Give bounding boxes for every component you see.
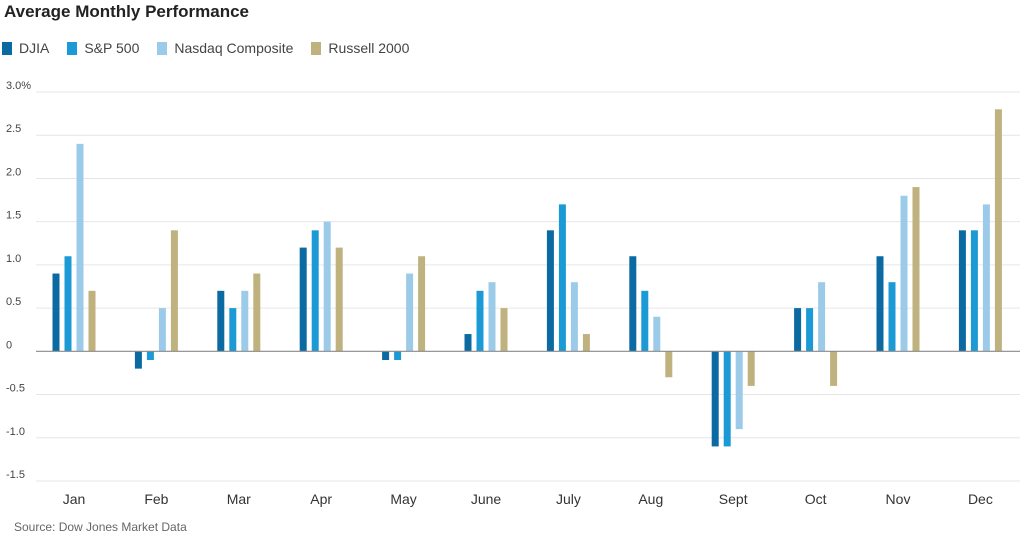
x-tick-label: Aug	[638, 491, 663, 507]
bar	[653, 316, 661, 352]
bar	[982, 204, 990, 352]
x-tick-label: May	[390, 491, 416, 507]
bar	[323, 221, 331, 352]
y-tick-label: 1.0	[6, 253, 21, 265]
legend-label-djia: DJIA	[19, 40, 50, 56]
bar	[335, 247, 343, 352]
legend-swatch-sp500	[67, 41, 78, 55]
legend-item-nasdaq: Nasdaq Composite	[157, 40, 293, 56]
bar	[665, 351, 673, 378]
bar	[134, 351, 142, 369]
bar	[394, 351, 402, 360]
bar	[582, 334, 590, 352]
y-tick-label: 2.5	[6, 123, 21, 135]
bar	[88, 290, 96, 352]
x-tick-label: June	[471, 491, 502, 507]
y-tick-label: 0	[6, 339, 12, 351]
bar	[794, 308, 802, 352]
legend-item-russell: Russell 2000	[311, 40, 409, 56]
y-tick-label: -1.5	[6, 469, 25, 481]
y-tick-label: -0.5	[6, 383, 25, 395]
bar	[711, 351, 719, 447]
bar	[912, 187, 920, 352]
bar	[735, 351, 743, 430]
legend-item-djia: DJIA	[2, 40, 49, 56]
bar	[217, 290, 225, 352]
legend-label-sp500: S&P 500	[84, 40, 140, 56]
bar	[723, 351, 731, 447]
bar	[806, 308, 814, 352]
bar	[747, 351, 755, 386]
x-tick-label: Dec	[968, 491, 993, 507]
x-tick-label: Sept	[719, 491, 748, 507]
x-tick-label: July	[556, 491, 581, 507]
bar	[406, 273, 414, 352]
bar	[418, 256, 426, 352]
source-note: Source: Dow Jones Market Data	[14, 520, 187, 534]
bar	[229, 308, 237, 352]
x-tick-label: Mar	[227, 491, 251, 507]
legend-label-nasdaq: Nasdaq Composite	[174, 40, 294, 56]
bar	[52, 273, 60, 352]
bar	[629, 256, 637, 352]
bar	[546, 230, 554, 352]
bar	[488, 282, 496, 352]
x-tick-label: Apr	[310, 491, 332, 507]
bar	[146, 351, 154, 360]
bar	[241, 290, 249, 352]
bar	[476, 290, 484, 352]
bar	[641, 290, 649, 352]
x-tick-label: Nov	[886, 491, 911, 507]
y-tick-label: 3.0%	[6, 80, 31, 92]
bar	[900, 195, 908, 352]
y-tick-label: 0.5	[6, 296, 21, 308]
legend-swatch-djia	[2, 41, 12, 55]
bar	[500, 308, 508, 352]
bar	[64, 256, 72, 352]
x-tick-label: Oct	[805, 491, 827, 507]
x-tick-label: Feb	[144, 491, 168, 507]
x-tick-label: Jan	[63, 491, 86, 507]
bar	[558, 204, 566, 352]
bar	[994, 109, 1002, 352]
bar	[876, 256, 884, 352]
y-tick-label: 2.0	[6, 166, 21, 178]
bar	[382, 351, 390, 360]
bar	[76, 143, 84, 352]
bar	[311, 230, 319, 352]
legend-swatch-russell	[311, 41, 322, 55]
legend-item-sp500: S&P 500	[67, 40, 139, 56]
bar	[958, 230, 966, 352]
y-tick-label: 1.5	[6, 210, 21, 222]
bar	[253, 273, 261, 352]
bar	[570, 282, 578, 352]
bar	[830, 351, 838, 386]
bar	[888, 282, 896, 352]
legend: DJIA S&P 500 Nasdaq Composite Russell 20…	[2, 40, 427, 56]
bar	[158, 308, 166, 352]
bar	[970, 230, 978, 352]
bar	[299, 247, 307, 352]
bar	[818, 282, 826, 352]
legend-swatch-nasdaq	[157, 41, 168, 55]
bar	[464, 334, 472, 352]
legend-label-russell: Russell 2000	[328, 40, 410, 56]
chart-title: Average Monthly Performance	[4, 2, 249, 21]
bar	[170, 230, 178, 352]
y-tick-label: -1.0	[6, 426, 25, 438]
